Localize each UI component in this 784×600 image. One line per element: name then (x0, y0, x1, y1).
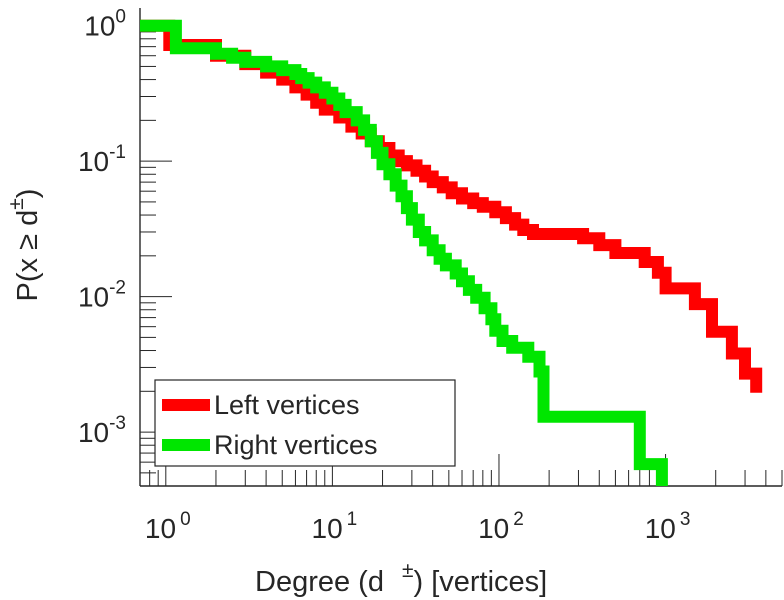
y-tick-label-exponent: -3 (109, 413, 126, 434)
y-tick-label-exponent: 0 (115, 7, 126, 28)
x-tick-label: 10 3 (645, 509, 691, 544)
x-axis-label-prefix: Degree (d (255, 566, 384, 598)
legend-label-left-vertices: Left vertices (214, 390, 360, 420)
y-tick-label-base: 10 (78, 417, 109, 448)
axes-frame (139, 8, 782, 487)
y-axis-label-superscript: ± (5, 198, 28, 210)
y-tick-label: 10-3 (78, 413, 126, 448)
x-tick-label-base: 10 (145, 513, 176, 544)
x-tick-label-exponent: 2 (513, 509, 524, 530)
legend-box (154, 379, 456, 467)
y-tick-label-base: 10 (84, 11, 115, 42)
x-tick-label: 10 1 (312, 509, 358, 544)
x-tick-labels: 10 0 10 1 10 2 10 3 (145, 509, 690, 544)
x-tick-label: 10 0 (145, 509, 191, 544)
y-tick-label-exponent: -2 (109, 278, 126, 299)
x-tick-label-exponent: 0 (180, 509, 191, 530)
x-axis-label-suffix: ) [vertices] (414, 566, 548, 598)
y-tick-label-exponent: -1 (109, 142, 126, 163)
series-line-right-vertices (140, 19, 668, 486)
x-axis-label: Degree (d ±) [vertices] (255, 559, 547, 598)
y-tick-label-base: 10 (78, 146, 109, 177)
tick-marks (139, 25, 783, 487)
y-tick-label: 100 (84, 7, 126, 42)
y-tick-label: 10-2 (78, 278, 126, 313)
data-series (140, 19, 763, 486)
x-tick-label-base: 10 (478, 513, 509, 544)
x-tick-label-base: 10 (645, 513, 676, 544)
y-axis-label-suffix: ) (12, 189, 44, 199)
x-tick-label: 10 2 (478, 509, 524, 544)
y-tick-label-base: 10 (78, 282, 109, 313)
x-tick-label-exponent: 1 (347, 509, 358, 530)
legend-label-right-vertices: Right vertices (214, 430, 378, 460)
series-line-left-vertices (140, 19, 763, 393)
x-tick-label-exponent: 3 (680, 509, 691, 530)
x-tick-label-base: 10 (312, 513, 343, 544)
x-axis-label-superscript: ± (402, 559, 414, 582)
y-axis-label: P(x ≥ d±) (5, 189, 44, 302)
y-axis-label-prefix: P(x ≥ d (12, 210, 44, 302)
legend: Left vertices Right vertices (154, 379, 456, 467)
y-tick-label: 10-1 (78, 142, 126, 177)
